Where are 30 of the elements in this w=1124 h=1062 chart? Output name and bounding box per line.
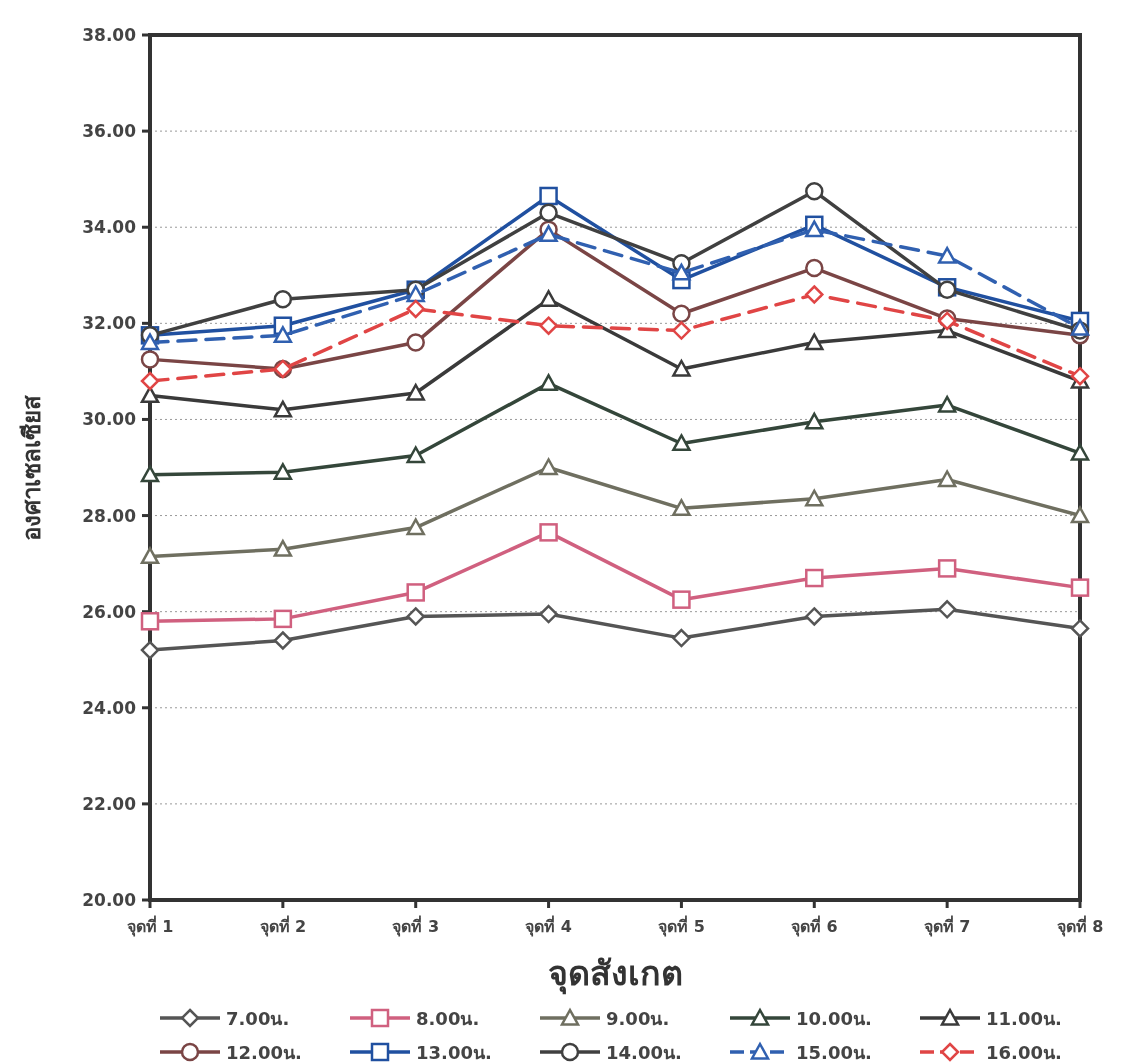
y-tick-label: 34.00 <box>82 217 137 238</box>
legend-label: 16.00น. <box>986 1042 1062 1062</box>
y-tick-label: 38.00 <box>82 25 137 45</box>
y-axis-title: องศาเซลเซียส <box>18 394 46 541</box>
legend-label: 9.00น. <box>606 1008 670 1029</box>
legend-label: 15.00น. <box>796 1042 872 1062</box>
x-tick-label: จุดที่ 1 <box>126 915 174 937</box>
x-tick-label: จุดที่ 4 <box>525 915 572 937</box>
y-tick-label: 22.00 <box>82 793 137 814</box>
legend-label: 11.00น. <box>986 1008 1062 1029</box>
y-tick-label: 36.00 <box>82 121 137 142</box>
y-tick-label: 26.00 <box>82 601 137 622</box>
y-tick-label: 32.00 <box>82 313 137 334</box>
y-tick-label: 28.00 <box>82 505 137 526</box>
x-axis-title: จุดสังเกต <box>547 953 683 995</box>
y-tick-label: 24.00 <box>82 697 137 718</box>
x-tick-label: จุดที่ 2 <box>259 915 307 937</box>
x-tick-label: จุดที่ 6 <box>790 915 838 937</box>
legend-label: 10.00น. <box>796 1008 872 1029</box>
x-tick-label: จุดที่ 3 <box>392 915 440 937</box>
x-tick-label: จุดที่ 5 <box>658 915 705 937</box>
y-tick-label: 20.00 <box>82 890 137 910</box>
legend-label: 12.00น. <box>226 1042 302 1062</box>
x-tick-label: จุดที่ 8 <box>1056 915 1104 937</box>
legend-label: 14.00น. <box>606 1042 682 1062</box>
y-tick-label: 30.00 <box>82 409 137 430</box>
x-tick-label: จุดที่ 7 <box>923 915 971 937</box>
legend-label: 13.00น. <box>416 1042 492 1062</box>
legend-label: 7.00น. <box>226 1008 290 1029</box>
legend-label: 8.00น. <box>416 1008 480 1029</box>
